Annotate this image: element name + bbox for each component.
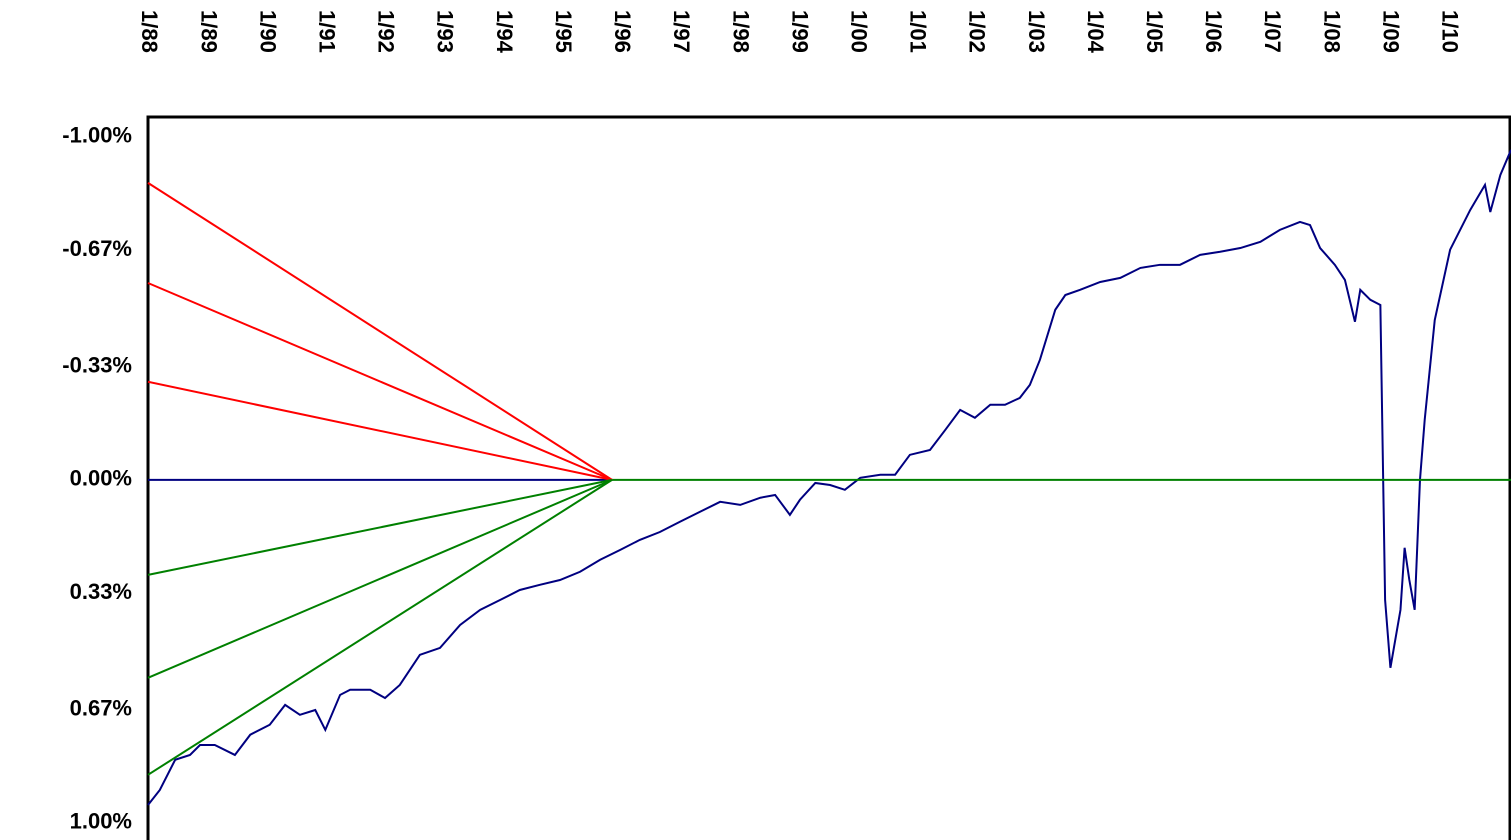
x-tick-label: 1/99 bbox=[787, 10, 812, 53]
x-tick-label: 1/07 bbox=[1260, 10, 1285, 53]
x-tick-label: 1/08 bbox=[1319, 10, 1344, 53]
x-tick-label: 1/01 bbox=[906, 10, 931, 53]
x-tick-label: 1/09 bbox=[1378, 10, 1403, 53]
y-tick-label: 0.00% bbox=[70, 466, 132, 491]
series-line bbox=[147, 149, 1511, 806]
y-tick-label: -1.00% bbox=[62, 123, 132, 148]
x-tick-label: 1/95 bbox=[551, 10, 576, 53]
x-tick-label: 1/94 bbox=[492, 10, 517, 54]
x-tick-label: 1/00 bbox=[846, 10, 871, 53]
x-tick-label: 1/91 bbox=[315, 10, 340, 53]
x-tick-label: 1/06 bbox=[1201, 10, 1226, 53]
y-tick-label: -0.33% bbox=[62, 353, 132, 378]
plot-frame bbox=[146, 115, 1511, 840]
series-line bbox=[147, 380, 613, 481]
y-tick-label: 0.67% bbox=[70, 695, 132, 720]
y-tick-label: 1.00% bbox=[70, 809, 132, 834]
y-tick-label: 0.33% bbox=[70, 579, 132, 604]
x-tick-label: 1/93 bbox=[433, 10, 458, 53]
x-tick-label: 1/92 bbox=[374, 10, 399, 53]
y-tick-label: -0.67% bbox=[62, 236, 132, 261]
series-line bbox=[147, 478, 613, 679]
series-line bbox=[147, 282, 613, 481]
x-tick-label: 1/05 bbox=[1142, 10, 1167, 53]
x-tick-label: 1/97 bbox=[669, 10, 694, 53]
x-tick-label: 1/04 bbox=[1083, 10, 1108, 54]
x-tick-label: 1/89 bbox=[196, 10, 221, 53]
x-tick-label: 1/10 bbox=[1438, 10, 1463, 53]
x-tick-label: 1/88 bbox=[137, 10, 162, 53]
series-line bbox=[147, 182, 613, 481]
x-tick-label: 1/90 bbox=[255, 10, 280, 53]
series-line bbox=[147, 479, 613, 776]
x-tick-label: 1/02 bbox=[965, 10, 990, 53]
series-line bbox=[147, 478, 613, 576]
x-tick-label: 1/03 bbox=[1024, 10, 1049, 53]
x-tick-label: 1/98 bbox=[728, 10, 753, 53]
x-tick-label: 1/96 bbox=[610, 10, 635, 53]
